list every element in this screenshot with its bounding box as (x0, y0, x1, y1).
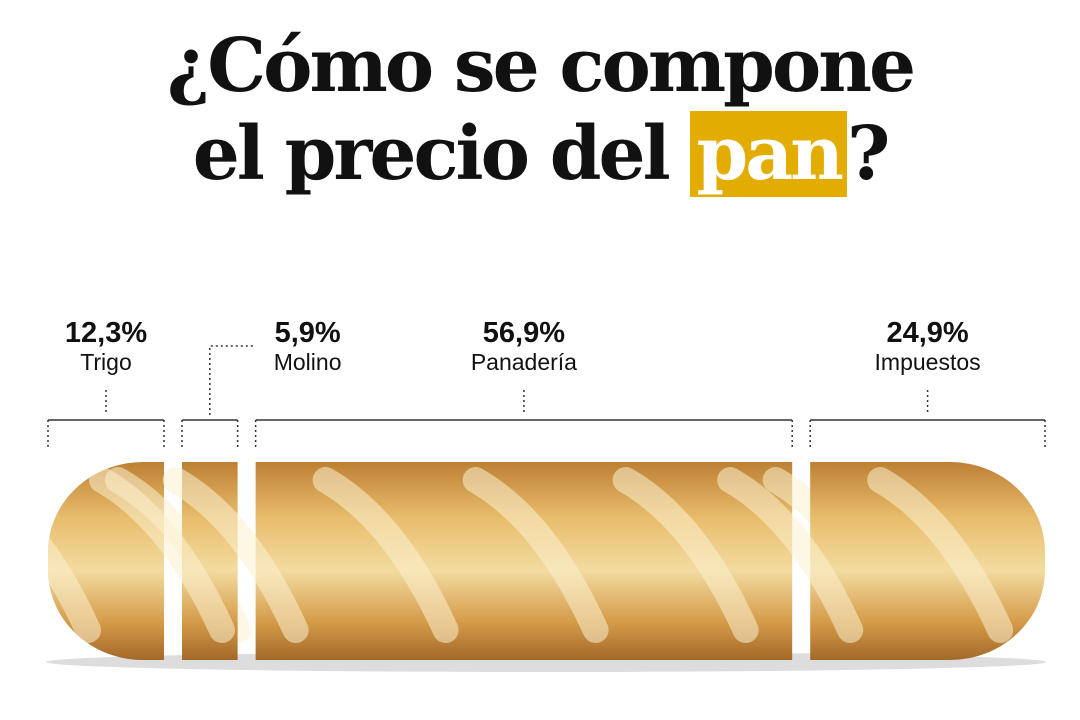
title-line: el precio del pan? (192, 111, 890, 197)
score (48, 467, 101, 643)
leader (209, 345, 256, 415)
chart-title: ¿Cómo se compone el precio del pan? (0, 22, 1080, 198)
category-label: Impuestos (875, 349, 981, 375)
score (312, 467, 459, 643)
score (462, 467, 609, 643)
title-highlight: pan (690, 111, 847, 197)
category-label: Molino (274, 349, 342, 375)
score (612, 467, 759, 643)
score (88, 467, 235, 643)
value-label: 12,3% (65, 317, 147, 349)
score (717, 467, 864, 643)
category-label: Panadería (471, 349, 577, 375)
loaf (48, 462, 1045, 660)
category-label: Trigo (80, 349, 132, 375)
value-label: 5,9% (275, 317, 341, 349)
score (162, 467, 309, 643)
title-line: ¿Cómo se compone (166, 23, 916, 109)
value-label: 56,9% (483, 317, 565, 349)
labels: 12,3%Trigo 5,9%Molino 56,9%Panadería 24,9%I… (47, 317, 1046, 448)
score (867, 467, 1014, 643)
value-label: 24,9% (886, 317, 968, 349)
